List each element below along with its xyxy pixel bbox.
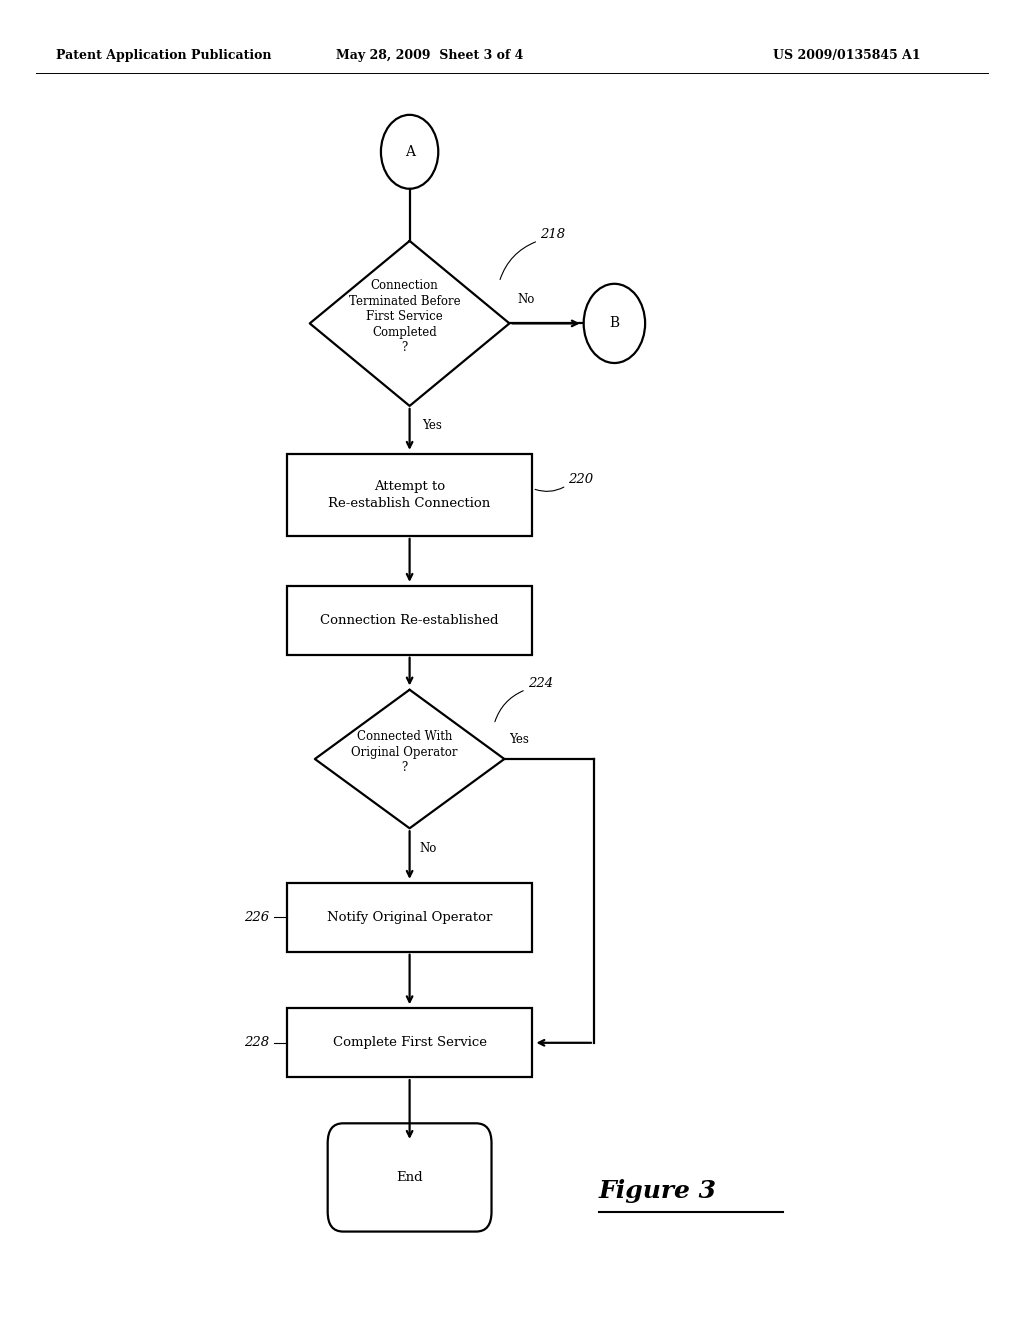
Text: A: A bbox=[404, 145, 415, 158]
Bar bbox=[287, 586, 532, 655]
Text: Connection
Terminated Before
First Service
Completed
?: Connection Terminated Before First Servi… bbox=[348, 280, 461, 354]
Text: Connection Re-established: Connection Re-established bbox=[321, 614, 499, 627]
Text: US 2009/0135845 A1: US 2009/0135845 A1 bbox=[773, 49, 921, 62]
Text: No: No bbox=[420, 842, 437, 854]
Text: Attempt to
Re-establish Connection: Attempt to Re-establish Connection bbox=[329, 480, 490, 510]
Text: End: End bbox=[396, 1171, 423, 1184]
Text: Yes: Yes bbox=[510, 733, 529, 746]
Text: Yes: Yes bbox=[422, 420, 441, 432]
Text: B: B bbox=[609, 317, 620, 330]
Text: Connected With
Original Operator
?: Connected With Original Operator ? bbox=[351, 730, 458, 775]
Text: Complete First Service: Complete First Service bbox=[333, 1036, 486, 1049]
FancyBboxPatch shape bbox=[328, 1123, 492, 1232]
Text: 228: 228 bbox=[244, 1036, 269, 1049]
Text: 224: 224 bbox=[528, 677, 553, 689]
Text: No: No bbox=[518, 293, 535, 306]
Bar bbox=[287, 454, 532, 536]
Circle shape bbox=[381, 115, 438, 189]
Text: Figure 3: Figure 3 bbox=[599, 1179, 717, 1203]
Circle shape bbox=[584, 284, 645, 363]
Text: Patent Application Publication: Patent Application Publication bbox=[56, 49, 271, 62]
Bar bbox=[287, 1008, 532, 1077]
Bar bbox=[287, 883, 532, 952]
Text: May 28, 2009  Sheet 3 of 4: May 28, 2009 Sheet 3 of 4 bbox=[337, 49, 523, 62]
Text: 226: 226 bbox=[244, 911, 269, 924]
Text: 218: 218 bbox=[541, 228, 565, 240]
Text: 220: 220 bbox=[568, 473, 594, 486]
Text: Notify Original Operator: Notify Original Operator bbox=[327, 911, 493, 924]
